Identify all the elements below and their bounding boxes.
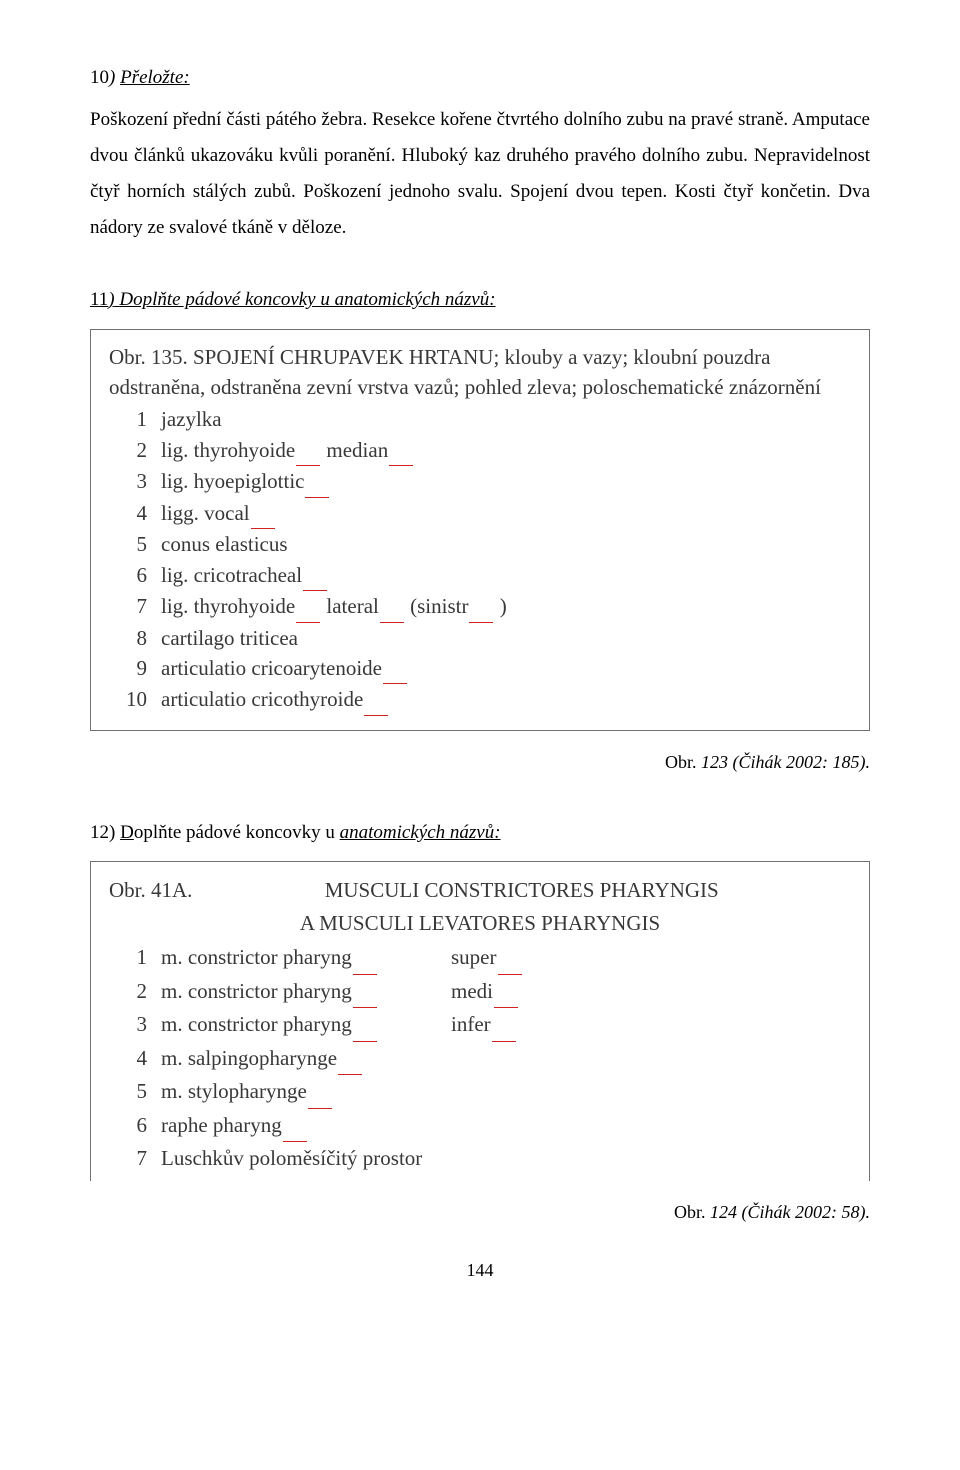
figure-41a-item: 5m. stylopharynge: [109, 1075, 851, 1109]
ex11-num: 11: [90, 289, 108, 310]
figure-41a-items: 1m. constrictor pharyng super 2m. constr…: [109, 941, 851, 1175]
fig-item-num: 6: [109, 1109, 161, 1142]
fig2-obr: Obr. 41A.: [109, 874, 192, 907]
fig-item-col-a: Luschkův poloměsíčitý prostor: [161, 1142, 451, 1175]
figure-135-items: 1jazylka2lig. thyrohyoide median 3lig. h…: [109, 404, 851, 715]
fig-item-num: 8: [109, 623, 161, 653]
fig-item-text: ligg. vocal: [161, 498, 276, 529]
fig-item-num: 2: [109, 975, 161, 1008]
fig1-caption-title: SPOJENÍ CHRUPAVEK HRTANU; klouby a vazy;…: [109, 345, 821, 399]
fig-item-num: 9: [109, 653, 161, 683]
ex12-num: 12): [90, 822, 120, 843]
figure-135-item: 1jazylka: [109, 404, 851, 434]
figure-41a-item: 3m. constrictor pharyng infer: [109, 1008, 851, 1042]
fig-item-num: 5: [109, 529, 161, 559]
exercise-10-number: 10: [90, 67, 109, 88]
fig-item-col-a: raphe pharyng: [161, 1109, 451, 1143]
ex12-title-b: oplňte pádové koncovky u: [134, 822, 340, 843]
fig-item-num: 7: [109, 1142, 161, 1175]
exercise-11-header: 11) Doplňte pádové koncovky u anatomický…: [90, 282, 870, 318]
fig1-obr: Obr. 135.: [109, 345, 188, 369]
exercise-10-title: Přeložte:: [120, 67, 190, 88]
fig-item-text: lig. hyoepiglottic: [161, 466, 330, 497]
fig-item-col-b: super: [451, 941, 523, 975]
figure-41a-item: 1m. constrictor pharyng super: [109, 941, 851, 975]
fig2-title-line2: A MUSCULI LEVATORES PHARYNGIS: [109, 907, 851, 940]
fig-item-num: 4: [109, 1042, 161, 1075]
figure-41a-cite: Obr. 124 (Čihák 2002: 58).: [90, 1195, 870, 1229]
figure-135-cite: Obr. 123 (Čihák 2002: 185).: [90, 745, 870, 779]
fig-item-col-a: m. stylopharynge: [161, 1075, 451, 1109]
fig-item-col-a: m. constrictor pharyng: [161, 1008, 451, 1042]
fig-item-num: 1: [109, 941, 161, 974]
fig-item-num: 3: [109, 466, 161, 496]
figure-41a-title: Obr. 41A. MUSCULI CONSTRICTORES PHARYNGI…: [109, 874, 851, 939]
ex12-title-a: D: [120, 822, 134, 843]
ex10-paren: ): [109, 67, 115, 88]
fig1-cite-lbl: Obr.: [665, 752, 701, 772]
fig2-cite: 124 (Čihák 2002: 58).: [710, 1202, 870, 1222]
fig-item-col-a: m. salpingopharynge: [161, 1042, 451, 1076]
exercise-10-header: 10) Přeložte:: [90, 60, 870, 96]
fig-item-text: cartilago triticea: [161, 623, 298, 653]
fig-item-col-b: medi: [451, 975, 519, 1009]
figure-41a-item: 4m. salpingopharynge: [109, 1042, 851, 1076]
fig-item-num: 1: [109, 404, 161, 434]
fig1-cite: 123 (Čihák 2002: 185).: [701, 752, 870, 772]
fig-item-num: 5: [109, 1075, 161, 1108]
fig2-title-line1: MUSCULI CONSTRICTORES PHARYNGIS: [325, 874, 719, 907]
figure-135-box: Obr. 135. SPOJENÍ CHRUPAVEK HRTANU; klou…: [90, 329, 870, 731]
figure-135-item: 3lig. hyoepiglottic: [109, 466, 851, 497]
fig-item-col-a: m. constrictor pharyng: [161, 941, 451, 975]
fig-item-num: 4: [109, 498, 161, 528]
fig-item-num: 6: [109, 560, 161, 590]
fig2-cite-lbl: Obr.: [674, 1202, 710, 1222]
page-number: 144: [90, 1253, 870, 1287]
fig-item-num: 2: [109, 435, 161, 465]
exercise-10-body: Poškození přední části pátého žebra. Res…: [90, 102, 870, 246]
figure-135-item: 2lig. thyrohyoide median: [109, 435, 851, 466]
figure-135-item: 9articulatio cricoarytenoide: [109, 653, 851, 684]
figure-135-caption: Obr. 135. SPOJENÍ CHRUPAVEK HRTANU; klou…: [109, 342, 851, 403]
exercise-11-title: Doplňte pádové koncovky u anatomických n…: [119, 289, 495, 310]
figure-135-item: 4ligg. vocal: [109, 498, 851, 529]
fig-item-text: lig. cricotracheal: [161, 560, 328, 591]
figure-135-item: 10articulatio cricothyroide: [109, 684, 851, 715]
figure-135-item: 7lig. thyrohyoide lateral (sinistr ): [109, 591, 851, 622]
figure-41a-item: 7Luschkův poloměsíčitý prostor: [109, 1142, 851, 1175]
figure-41a-box: Obr. 41A. MUSCULI CONSTRICTORES PHARYNGI…: [90, 861, 870, 1181]
ex11-paren: ): [108, 289, 114, 310]
fig-item-text: lig. thyrohyoide median: [161, 435, 414, 466]
fig-item-col-a: m. constrictor pharyng: [161, 975, 451, 1009]
fig-item-num: 7: [109, 591, 161, 621]
fig-item-col-b: infer: [451, 1008, 517, 1042]
figure-135-item: 5conus elasticus: [109, 529, 851, 559]
exercise-12-header: 12) Doplňte pádové koncovky u anatomický…: [90, 815, 870, 851]
figure-135-item: 6lig. cricotracheal: [109, 560, 851, 591]
ex12-title-c: anatomických názvů:: [340, 822, 501, 843]
fig-item-num: 3: [109, 1008, 161, 1041]
fig-item-num: 10: [109, 684, 161, 714]
fig-item-text: articulatio cricoarytenoide: [161, 653, 408, 684]
fig-item-text: jazylka: [161, 404, 222, 434]
fig-item-text: conus elasticus: [161, 529, 288, 559]
fig-item-text: articulatio cricothyroide: [161, 684, 389, 715]
figure-41a-item: 6raphe pharyng: [109, 1109, 851, 1143]
figure-41a-item: 2m. constrictor pharyng medi: [109, 975, 851, 1009]
fig-item-text: lig. thyrohyoide lateral (sinistr ): [161, 591, 507, 622]
figure-135-item: 8cartilago triticea: [109, 623, 851, 653]
